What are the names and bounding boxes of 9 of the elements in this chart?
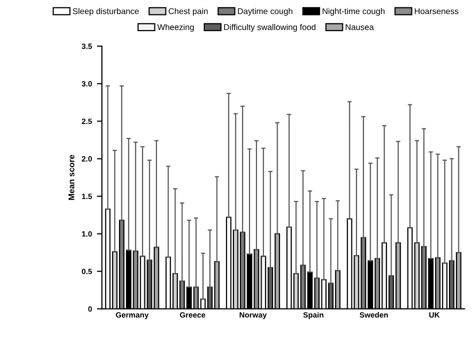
- legend-label: Night-time cough: [322, 8, 384, 16]
- legend-label: Chest pain: [168, 8, 208, 16]
- y-axis-title: Mean score: [68, 154, 74, 200]
- legend-label: Difficulty swallowing food: [224, 24, 316, 32]
- legend-label: Hoarseness: [414, 8, 458, 14]
- legend-label: Daytime cough: [238, 8, 292, 16]
- legend-label: Sleep disturbance: [72, 8, 139, 16]
- legend-label: Nausea: [346, 24, 374, 30]
- legend-label: Wheezing: [157, 24, 194, 32]
